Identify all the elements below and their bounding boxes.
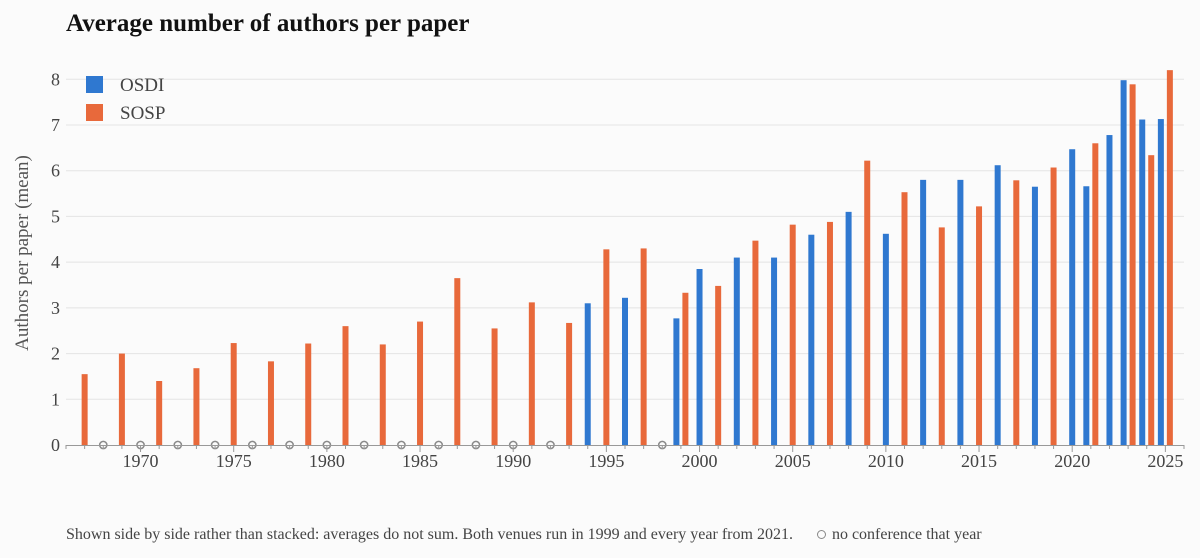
bar-sosp-1969 — [118, 353, 125, 445]
y-tick-label: 6 — [51, 161, 60, 181]
y-tick-label: 4 — [51, 252, 60, 272]
x-tick-label: 2025 — [1147, 451, 1183, 471]
legend-swatch-osdi — [86, 76, 103, 93]
bar-osdi-2024 — [1139, 119, 1146, 445]
bar-sosp-1977 — [267, 361, 274, 445]
x-tick-label: 2000 — [682, 451, 718, 471]
bar-osdi-2010 — [882, 233, 889, 445]
bar-sosp-2007 — [826, 221, 833, 445]
bar-sosp-2011 — [901, 192, 908, 445]
chart-title: Average number of authors per paper — [66, 10, 470, 37]
bar-sosp-2019 — [1050, 167, 1057, 445]
bar-sosp-1967 — [81, 374, 88, 445]
bar-osdi-2004 — [771, 257, 778, 445]
y-tick-label: 8 — [51, 69, 60, 89]
bar-sosp-2025 — [1166, 70, 1173, 446]
bar-osdi-2006 — [808, 234, 815, 445]
bar-sosp-1981 — [342, 326, 349, 445]
bar-sosp-1979 — [305, 343, 312, 445]
bar-sosp-2005 — [789, 224, 796, 445]
bar-sosp-2001 — [715, 285, 722, 445]
y-tick-label: 2 — [51, 344, 60, 364]
x-tick-label: 1990 — [495, 451, 531, 471]
bar-sosp-1983 — [379, 344, 386, 445]
bar-sosp-1985 — [417, 321, 424, 445]
bar-sosp-2023 — [1129, 84, 1136, 446]
axes: 0 1 2 3 4 5 6 7 8 1970 1975 1980 1985 1990 1995 2000 200… — [51, 69, 1185, 471]
bar-osdi-2014 — [957, 179, 964, 445]
y-tick-label: 5 — [51, 206, 60, 226]
y-tick-label: 3 — [51, 298, 60, 318]
y-tick-label: 0 — [51, 435, 60, 455]
bar-osdi-1994 — [584, 303, 591, 445]
bar-osdi-2020 — [1069, 149, 1076, 445]
bar-osdi-2002 — [733, 257, 740, 445]
bar-sosp-2021 — [1092, 143, 1099, 446]
bar-sosp-2003 — [752, 240, 759, 445]
footnote-text: Shown side by side rather than stacked: … — [66, 526, 793, 543]
x-tick-label: 2005 — [775, 451, 811, 471]
y-tick-label: 7 — [51, 115, 60, 135]
x-tick-label: 2020 — [1054, 451, 1090, 471]
bar-osdi-2000 — [696, 269, 703, 445]
footnote: Shown side by side rather than stacked: … — [66, 526, 982, 544]
x-tick-label: 1985 — [402, 451, 438, 471]
bar-osdi-2008 — [845, 211, 852, 445]
legend-swatch-sosp — [86, 104, 103, 121]
x-tick-label: 1970 — [123, 451, 159, 471]
bar-osdi-2025 — [1157, 119, 1164, 446]
legend-label-sosp: SOSP — [120, 103, 165, 124]
bar-chart: 0 1 2 3 4 5 6 7 8 1970 1975 1980 1985 1990 1995 2000 200… — [12, 69, 1185, 471]
x-tick-label: 1995 — [588, 451, 624, 471]
bar-sosp-1995 — [603, 249, 610, 445]
y-axis-label: Authors per paper (mean) — [12, 155, 33, 351]
bar-sosp-2024 — [1148, 155, 1155, 445]
bar-osdi-2023 — [1120, 80, 1127, 445]
bar-osdi-2016 — [994, 165, 1001, 445]
legend: OSDI SOSP — [86, 75, 165, 124]
x-tick-label: 2015 — [961, 451, 997, 471]
footnote-legend-text: no conference that year — [831, 526, 982, 543]
bar-osdi-2012 — [920, 179, 927, 445]
bar-sosp-1973 — [193, 368, 200, 445]
bar-sosp-1975 — [230, 343, 237, 445]
x-tick-label: 2010 — [868, 451, 904, 471]
bar-osdi-1999 — [673, 318, 680, 445]
bar-sosp-2015 — [976, 206, 983, 445]
x-tick-label: 1975 — [216, 451, 252, 471]
bar-osdi-2022 — [1106, 135, 1113, 446]
bar-sosp-1989 — [491, 328, 498, 445]
bar-osdi-2018 — [1031, 186, 1038, 445]
bar-sosp-1993 — [566, 322, 573, 445]
y-tick-label: 1 — [51, 389, 60, 409]
bar-sosp-1999 — [682, 292, 689, 445]
bar-sosp-1991 — [528, 302, 535, 445]
x-tick-label: 1980 — [309, 451, 345, 471]
bar-osdi-1996 — [622, 297, 628, 445]
bar-sosp-2017 — [1013, 180, 1020, 446]
bars — [81, 70, 1173, 446]
bar-sosp-1987 — [454, 278, 461, 445]
bar-sosp-2009 — [864, 160, 871, 445]
bar-osdi-2021 — [1083, 186, 1090, 445]
legend-label-osdi: OSDI — [120, 75, 164, 96]
bar-sosp-1997 — [640, 248, 647, 445]
bar-sosp-1971 — [156, 381, 163, 445]
no-conference-legend-icon — [816, 529, 826, 539]
bar-sosp-2013 — [938, 227, 945, 445]
